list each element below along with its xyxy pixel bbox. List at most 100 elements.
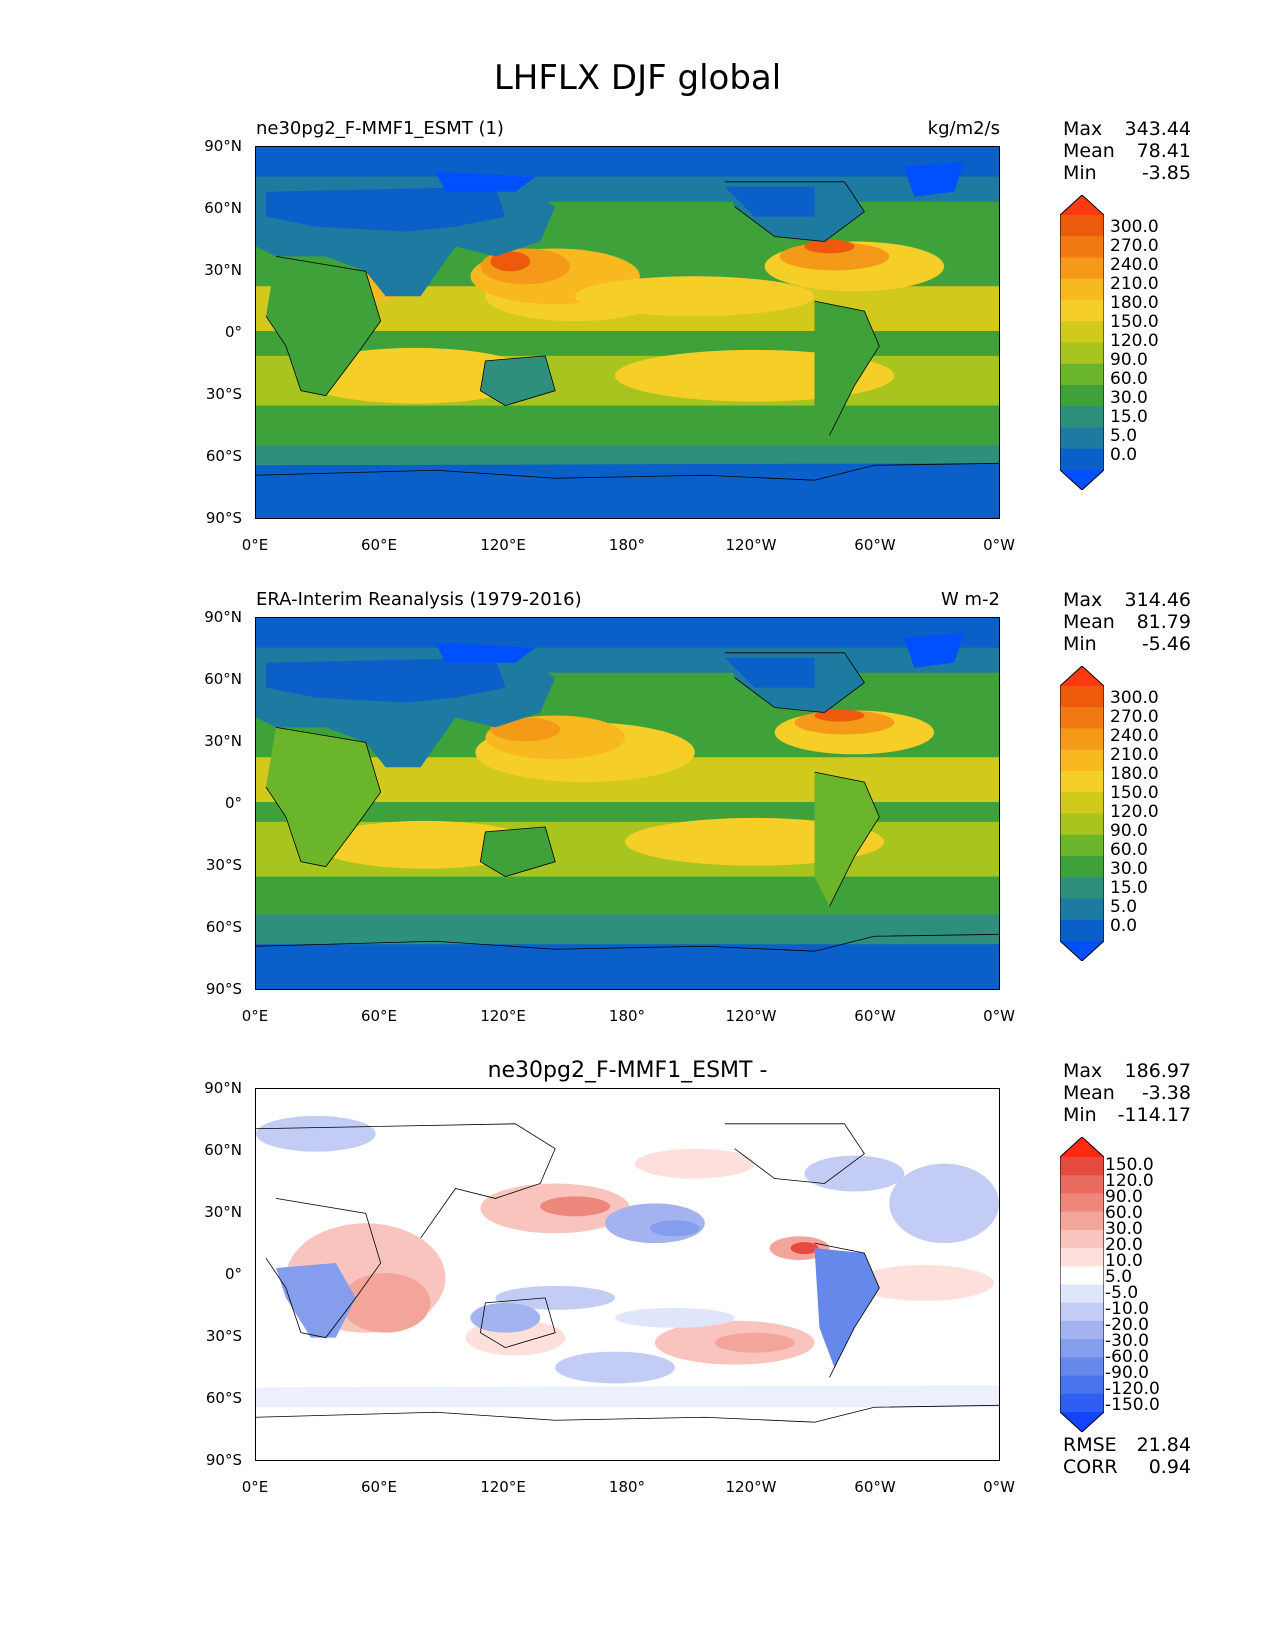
colorbar-tick-label: 240.0 bbox=[1110, 726, 1159, 746]
colorbar-tick-label: 150.0 bbox=[1110, 312, 1159, 332]
panel-3-xtick: 0°W bbox=[983, 1478, 1015, 1496]
colorbar-bin bbox=[1060, 1320, 1104, 1340]
stat-label: Min bbox=[1063, 1104, 1097, 1126]
colorbar-bin bbox=[1060, 1157, 1104, 1176]
metric-label: RMSE bbox=[1063, 1434, 1117, 1456]
corr-value: 0.94 bbox=[1148, 1456, 1191, 1478]
colorbar-tick-label: 30.0 bbox=[1105, 1219, 1143, 1239]
panel-2-ytick: 60°S bbox=[205, 918, 242, 936]
panel-1-ytick: 60°S bbox=[205, 447, 242, 465]
colorbar-bin bbox=[1060, 1266, 1104, 1285]
colorbar-tick-label: -150.0 bbox=[1105, 1395, 1160, 1415]
colorbar-bin bbox=[1060, 686, 1104, 708]
panel-2-ytick: 60°N bbox=[204, 670, 242, 688]
panel-1-colorbar bbox=[1060, 195, 1104, 490]
colorbar-tick-label: 120.0 bbox=[1105, 1171, 1154, 1191]
colorbar-tick-label: 210.0 bbox=[1110, 274, 1159, 294]
colorbar-tick-label: 270.0 bbox=[1110, 707, 1159, 727]
panel-1-xtick: 180° bbox=[608, 536, 646, 554]
colorbar-bin bbox=[1060, 1393, 1104, 1413]
stat-label: Max bbox=[1063, 589, 1103, 611]
panel-2-left-title: ERA-Interim Reanalysis (1979-2016) bbox=[256, 589, 582, 610]
colorbar-bin bbox=[1060, 385, 1104, 407]
stat-label: Mean bbox=[1063, 140, 1115, 162]
colorbar-bin bbox=[1060, 749, 1104, 772]
stat-label: Max bbox=[1063, 118, 1103, 140]
colorbar-tick-label: 10.0 bbox=[1105, 1251, 1143, 1271]
panel-2-units: W m-2 bbox=[940, 589, 1000, 610]
colorbar-tick-label: 180.0 bbox=[1110, 764, 1159, 784]
colorbar-extend-min bbox=[1060, 1412, 1104, 1432]
colorbar-tick-label: -10.0 bbox=[1105, 1299, 1149, 1319]
panel-3-colorbar bbox=[1060, 1137, 1104, 1432]
colorbar-bin bbox=[1060, 1248, 1104, 1267]
colorbar-tick-label: 60.0 bbox=[1110, 840, 1148, 860]
panel-3-xtick: 0°E bbox=[241, 1478, 269, 1496]
colorbar-tick-label: 90.0 bbox=[1110, 350, 1148, 370]
colorbar-bin bbox=[1060, 856, 1104, 878]
colorbar-bin bbox=[1060, 834, 1104, 857]
panel-3-ytick: 0° bbox=[224, 1265, 242, 1283]
colorbar-tick-label: 90.0 bbox=[1105, 1187, 1143, 1207]
panel-1-xtick: 0°E bbox=[241, 536, 269, 554]
colorbar-bin bbox=[1060, 1229, 1104, 1249]
panel-1-left-title: ne30pg2_F-MMF1_ESMT (1) bbox=[256, 118, 504, 139]
panel-1-ytick: 30°S bbox=[205, 385, 242, 403]
panel-2-xtick: 60°E bbox=[360, 1007, 398, 1025]
panel-1-map bbox=[255, 146, 1000, 519]
panel-1-ytick: 0° bbox=[224, 323, 242, 341]
panel-1-ytick: 30°N bbox=[204, 261, 242, 279]
colorbar-tick-label: 300.0 bbox=[1110, 688, 1159, 708]
colorbar-extend-max bbox=[1060, 666, 1104, 686]
panel-3-ytick: 60°S bbox=[205, 1389, 242, 1407]
panel-2-ytick: 0° bbox=[224, 794, 242, 812]
colorbar-bin bbox=[1060, 236, 1104, 258]
colorbar-tick-label: -90.0 bbox=[1105, 1363, 1149, 1383]
panel-2-xtick: 0°W bbox=[983, 1007, 1015, 1025]
colorbar-tick-label: 210.0 bbox=[1110, 745, 1159, 765]
colorbar-tick-label: 60.0 bbox=[1105, 1203, 1143, 1223]
panel-1-xtick: 60°W bbox=[854, 536, 896, 554]
stat-mean-value: 81.79 bbox=[1136, 611, 1191, 633]
colorbar-tick-label: 300.0 bbox=[1110, 217, 1159, 237]
panel-2-ytick: 90°N bbox=[204, 608, 242, 626]
panel-2-map bbox=[255, 617, 1000, 990]
stat-mean-value: 78.41 bbox=[1136, 140, 1191, 162]
panel-3-xtick: 180° bbox=[608, 1478, 646, 1496]
figure-title: LHFLX DJF global bbox=[493, 58, 782, 98]
colorbar-tick-label: 60.0 bbox=[1110, 369, 1148, 389]
colorbar-bin bbox=[1060, 1357, 1104, 1377]
colorbar-bin bbox=[1060, 215, 1104, 237]
colorbar-tick-label: 5.0 bbox=[1110, 426, 1138, 446]
colorbar-tick-label: 30.0 bbox=[1110, 388, 1148, 408]
panel-3-stats: Max 186.97 Mean -3.38 Min -114.17 bbox=[1063, 1060, 1191, 1126]
panel-3-ytick: 30°S bbox=[205, 1327, 242, 1345]
colorbar-bin bbox=[1060, 1375, 1104, 1395]
colorbar-tick-label: 180.0 bbox=[1110, 293, 1159, 313]
colorbar-bin bbox=[1060, 919, 1104, 942]
colorbar-bin bbox=[1060, 1193, 1104, 1213]
colorbar-tick-label: -60.0 bbox=[1105, 1347, 1149, 1367]
stat-label: Min bbox=[1063, 633, 1097, 655]
colorbar-bin bbox=[1060, 898, 1104, 921]
metric-label: CORR bbox=[1063, 1456, 1118, 1478]
colorbar-bin bbox=[1060, 363, 1104, 386]
panel-2-ytick: 30°N bbox=[204, 732, 242, 750]
colorbar-bin bbox=[1060, 813, 1104, 836]
colorbar-extend-min bbox=[1060, 941, 1104, 961]
stat-min-value: -5.46 bbox=[1141, 633, 1191, 655]
panel-2-map-svg bbox=[256, 618, 999, 989]
stat-label: Min bbox=[1063, 162, 1097, 184]
colorbar-extend-max bbox=[1060, 1137, 1104, 1157]
panel-3-xtick: 120°E bbox=[480, 1478, 526, 1496]
panel-2-colorbar bbox=[1060, 666, 1104, 961]
colorbar-bin bbox=[1060, 877, 1104, 899]
stat-label: Max bbox=[1063, 1060, 1103, 1082]
colorbar-bin bbox=[1060, 321, 1104, 343]
panel-3-xtick: 60°W bbox=[854, 1478, 896, 1496]
colorbar-tick-label: 5.0 bbox=[1105, 1267, 1133, 1287]
colorbar-bin bbox=[1060, 257, 1104, 280]
colorbar-tick-label: -120.0 bbox=[1105, 1379, 1160, 1399]
panel-2-xtick: 0°E bbox=[241, 1007, 269, 1025]
colorbar-bin bbox=[1060, 1211, 1104, 1231]
